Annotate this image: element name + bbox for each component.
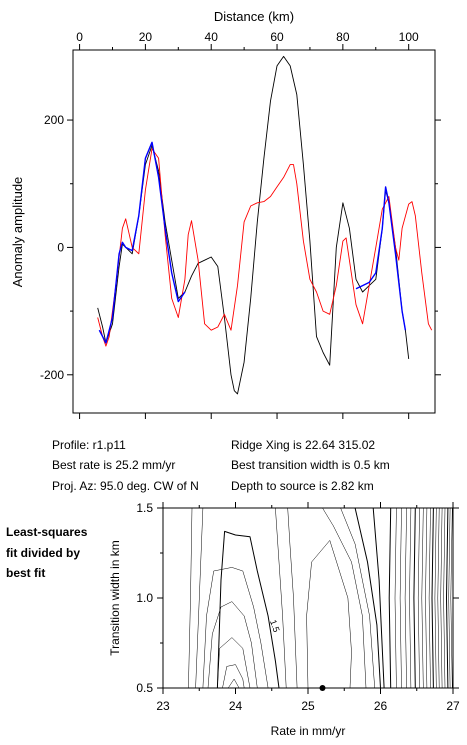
- x-tick-label: 40: [205, 30, 219, 44]
- profile-text: Profile: r1.p11: [52, 438, 126, 452]
- contour-lines: [188, 507, 453, 689]
- contour-line: [448, 507, 451, 689]
- model-profile-line: [97, 148, 433, 347]
- x-axis-label: Rate in mm/yr: [271, 724, 346, 738]
- anomaly-profile-chart: 0 20 40 60 80 100 -200 0 200 Distance (km) Anom…: [10, 9, 441, 419]
- contour-line: [437, 507, 440, 689]
- best-width-text: Best transition width is 0.5 km: [231, 458, 390, 472]
- contour-line: [404, 507, 407, 689]
- best-rate-text: Best rate is 25.2 mm/yr: [52, 458, 176, 472]
- contour-line: [409, 507, 412, 689]
- side-note-line-3: best fit: [6, 566, 46, 580]
- series-group: [97, 55, 433, 395]
- contour-line: [434, 507, 437, 689]
- contour-line: [413, 507, 416, 689]
- contour-line: [340, 507, 375, 689]
- side-note-line-1: Least-squares: [6, 525, 88, 539]
- contour-line: [428, 507, 431, 689]
- contour-line: [394, 507, 397, 689]
- contour-line: [450, 507, 453, 689]
- contour-line: [195, 507, 204, 689]
- contour-line: [322, 507, 367, 689]
- observed-profile-line: [97, 55, 410, 395]
- x-tick-label: 24: [229, 699, 243, 713]
- y-axis-label: Transition width in km: [108, 540, 122, 656]
- x-axis-ticks: 0 20 40 60 80 100: [76, 30, 419, 419]
- x-tick-label: 25: [301, 699, 315, 713]
- y-tick-label: -200: [40, 368, 64, 382]
- contour-line: [440, 507, 443, 689]
- contour-line: [399, 507, 402, 689]
- contour-line: [421, 507, 424, 689]
- x-tick-label: 23: [156, 699, 170, 713]
- contour-line: [354, 507, 381, 689]
- contour-line: [222, 664, 245, 689]
- contour-line: [227, 678, 240, 689]
- contour-line: [217, 637, 251, 689]
- y-tick-label: 1.0: [136, 591, 153, 605]
- x-tick-label: 27: [446, 699, 460, 713]
- contour-line: [287, 507, 298, 689]
- x-tick-label: 60: [270, 30, 284, 44]
- projection-azimuth-text: Proj. Az: 95.0 deg. CW of N: [52, 479, 199, 493]
- y-tick-label: 0: [57, 240, 64, 254]
- x-axis-ticks: 23 24 25 26 27: [156, 502, 460, 713]
- contour-line: [216, 530, 280, 689]
- x-tick-label: 0: [76, 30, 83, 44]
- contour-line: [188, 507, 193, 689]
- x-axis-label: Distance (km): [214, 9, 294, 24]
- contour-line: [431, 507, 434, 689]
- contour-line: [446, 507, 449, 689]
- plot-frame: [72, 49, 436, 414]
- contour-line: [425, 507, 428, 689]
- y-axis-ticks: -200 0 200: [40, 113, 441, 382]
- depth-text: Depth to source is 2.82 km: [231, 479, 374, 493]
- misfit-contour-chart: 23 24 25 26 27 0.5 1.0 1.5 1.5 Rate in mm/yr T…: [108, 501, 460, 738]
- y-tick-label: 1.5: [136, 501, 153, 515]
- contour-line: [202, 567, 269, 689]
- contour-line: [417, 507, 420, 689]
- fitted-segment-line: [98, 141, 186, 344]
- ridge-crossing-text: Ridge Xing is 22.64 315.02: [231, 438, 376, 452]
- contour-line: [306, 540, 352, 689]
- contour-label: 1.5: [268, 618, 282, 633]
- y-axis-label: Anomaly amplitude: [10, 177, 25, 288]
- best-fit-marker: [319, 685, 326, 691]
- x-tick-label: 80: [336, 30, 350, 44]
- y-tick-label: 0.5: [136, 681, 153, 695]
- contour-line: [207, 601, 258, 689]
- y-tick-label: 200: [44, 113, 64, 127]
- x-tick-label: 20: [139, 30, 153, 44]
- contour-line: [443, 507, 446, 689]
- side-note-line-2: fit divided by: [6, 546, 81, 560]
- contour-line: [388, 507, 392, 689]
- fitted-segment-line: [355, 186, 407, 331]
- y-axis-ticks: 0.5 1.0 1.5: [136, 501, 459, 695]
- x-tick-label: 26: [374, 699, 388, 713]
- contour-line: [372, 507, 385, 689]
- contour-line: [275, 507, 287, 689]
- x-tick-label: 100: [399, 30, 419, 44]
